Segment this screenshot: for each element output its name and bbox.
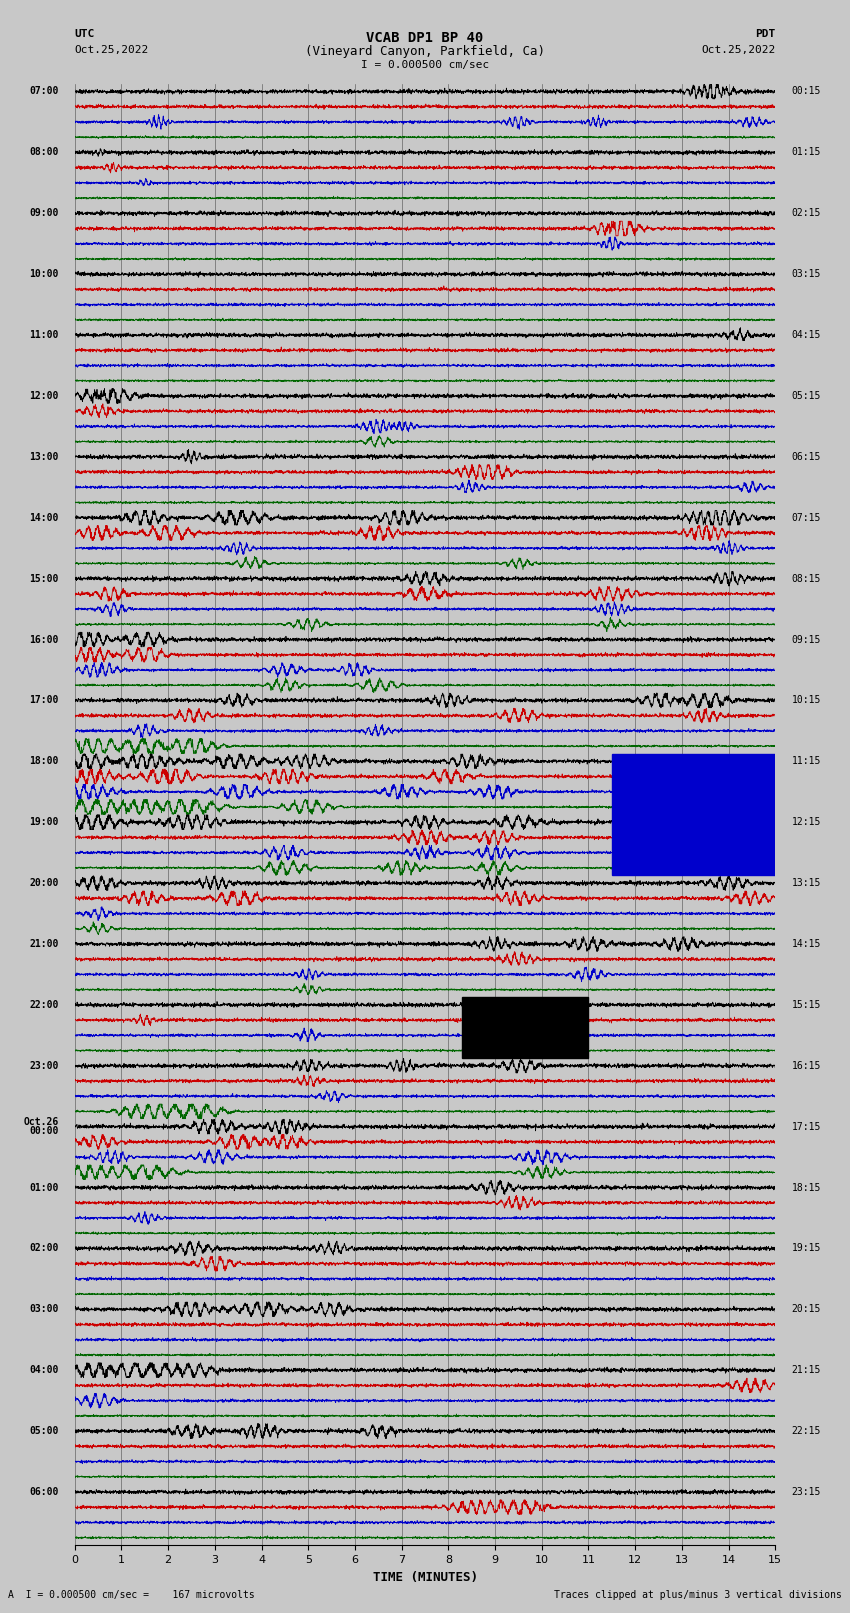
- Bar: [462, 997, 588, 1058]
- Text: 00:00: 00:00: [29, 1126, 59, 1136]
- Text: 12:15: 12:15: [791, 818, 821, 827]
- Text: 08:00: 08:00: [29, 147, 59, 158]
- Text: 00:15: 00:15: [791, 87, 821, 97]
- Text: 14:15: 14:15: [791, 939, 821, 948]
- Text: 12:00: 12:00: [29, 390, 59, 402]
- Text: 18:15: 18:15: [791, 1182, 821, 1192]
- Text: 23:00: 23:00: [29, 1061, 59, 1071]
- Text: 06:00: 06:00: [29, 1487, 59, 1497]
- Text: 01:15: 01:15: [791, 147, 821, 158]
- Text: 01:00: 01:00: [29, 1182, 59, 1192]
- Text: 15:00: 15:00: [29, 574, 59, 584]
- Text: 07:00: 07:00: [29, 87, 59, 97]
- Text: 04:00: 04:00: [29, 1365, 59, 1376]
- Text: Oct.25,2022: Oct.25,2022: [75, 45, 149, 55]
- Text: 22:15: 22:15: [791, 1426, 821, 1436]
- Text: (Vineyard Canyon, Parkfield, Ca): (Vineyard Canyon, Parkfield, Ca): [305, 45, 545, 58]
- Text: 09:00: 09:00: [29, 208, 59, 218]
- Text: 03:00: 03:00: [29, 1305, 59, 1315]
- Text: Traces clipped at plus/minus 3 vertical divisions: Traces clipped at plus/minus 3 vertical …: [553, 1590, 842, 1600]
- Text: 08:15: 08:15: [791, 574, 821, 584]
- Text: 20:00: 20:00: [29, 877, 59, 889]
- Text: 06:15: 06:15: [791, 452, 821, 461]
- Text: 07:15: 07:15: [791, 513, 821, 523]
- Text: 11:15: 11:15: [791, 756, 821, 766]
- Text: 17:00: 17:00: [29, 695, 59, 705]
- Text: PDT: PDT: [755, 29, 775, 39]
- Text: VCAB DP1 BP 40: VCAB DP1 BP 40: [366, 31, 484, 45]
- Bar: [612, 753, 775, 876]
- Text: Oct.25,2022: Oct.25,2022: [701, 45, 775, 55]
- Text: UTC: UTC: [75, 29, 95, 39]
- Text: 16:00: 16:00: [29, 634, 59, 645]
- Text: 20:15: 20:15: [791, 1305, 821, 1315]
- Text: 02:00: 02:00: [29, 1244, 59, 1253]
- Text: 09:15: 09:15: [791, 634, 821, 645]
- Text: 11:00: 11:00: [29, 331, 59, 340]
- Text: 15:15: 15:15: [791, 1000, 821, 1010]
- Text: 10:15: 10:15: [791, 695, 821, 705]
- Text: 21:15: 21:15: [791, 1365, 821, 1376]
- Text: 19:00: 19:00: [29, 818, 59, 827]
- Text: I = 0.000500 cm/sec: I = 0.000500 cm/sec: [361, 60, 489, 69]
- Text: 17:15: 17:15: [791, 1121, 821, 1132]
- Text: 21:00: 21:00: [29, 939, 59, 948]
- Text: A  I = 0.000500 cm/sec =    167 microvolts: A I = 0.000500 cm/sec = 167 microvolts: [8, 1590, 255, 1600]
- Text: 02:15: 02:15: [791, 208, 821, 218]
- Text: 13:00: 13:00: [29, 452, 59, 461]
- Text: 03:15: 03:15: [791, 269, 821, 279]
- Text: 22:00: 22:00: [29, 1000, 59, 1010]
- Text: 13:15: 13:15: [791, 877, 821, 889]
- X-axis label: TIME (MINUTES): TIME (MINUTES): [372, 1571, 478, 1584]
- Text: Oct.26: Oct.26: [23, 1118, 59, 1127]
- Text: 05:15: 05:15: [791, 390, 821, 402]
- Text: 16:15: 16:15: [791, 1061, 821, 1071]
- Text: 18:00: 18:00: [29, 756, 59, 766]
- Text: 05:00: 05:00: [29, 1426, 59, 1436]
- Text: 19:15: 19:15: [791, 1244, 821, 1253]
- Text: 23:15: 23:15: [791, 1487, 821, 1497]
- Text: 14:00: 14:00: [29, 513, 59, 523]
- Text: 10:00: 10:00: [29, 269, 59, 279]
- Text: 04:15: 04:15: [791, 331, 821, 340]
